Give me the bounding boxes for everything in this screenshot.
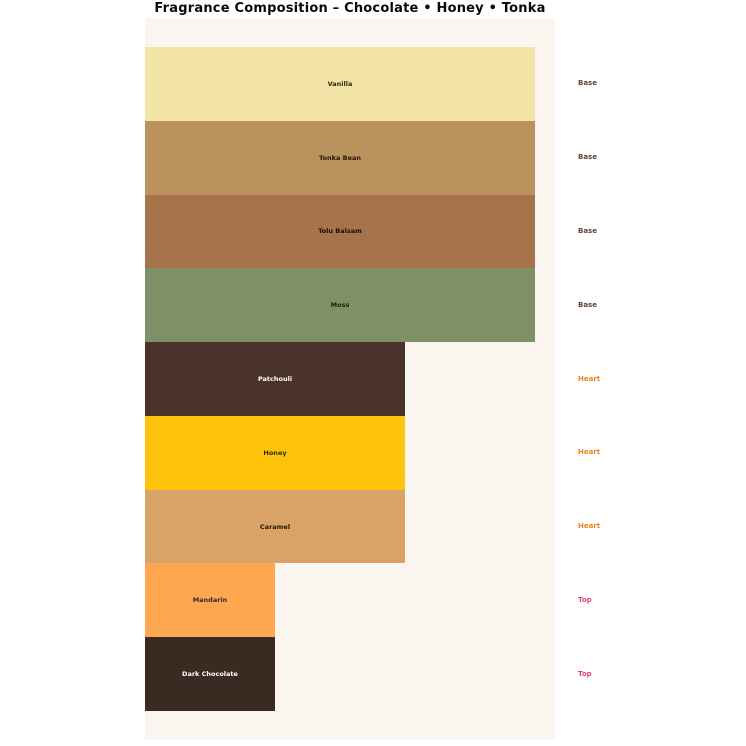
bar-patchouli: Patchouli (145, 342, 405, 416)
tier-label-honey: Heart (578, 448, 601, 457)
bar-tonka-bean: Tonka Bean (145, 120, 535, 195)
tier-label-tonka-bean: Base (578, 153, 597, 162)
tier-label-moss: Base (578, 300, 597, 309)
bar-honey: Honey (145, 415, 405, 490)
bar-label-vanilla: Vanilla (327, 79, 353, 88)
bar-label-patchouli: Patchouli (257, 374, 293, 383)
tier-label-patchouli: Heart (578, 374, 601, 383)
bar-dark-chocolate: Dark Chocolate (145, 637, 275, 711)
chart-title: Fragrance Composition – Chocolate • Hone… (154, 1, 546, 16)
bar-vanilla: Vanilla (145, 47, 535, 121)
tier-label-caramel: Heart (578, 522, 601, 531)
bar-label-tonka-bean: Tonka Bean (318, 153, 361, 162)
bar-label-moss: Moss (330, 301, 350, 310)
bar-moss: Moss (145, 268, 535, 343)
bar-label-dark-chocolate: Dark Chocolate (182, 670, 238, 679)
bar-label-tolu-balsam: Tolu Balsam (318, 227, 362, 236)
bar-tolu-balsam: Tolu Balsam (145, 194, 535, 269)
tier-label-mandarin: Top (578, 595, 592, 604)
bar-label-honey: Honey (263, 448, 287, 457)
bar-caramel: Caramel (145, 489, 405, 564)
tier-label-dark-chocolate: Top (578, 669, 592, 678)
tier-label-vanilla: Base (578, 79, 597, 88)
tier-label-tolu-balsam: Base (578, 226, 597, 235)
bar-mandarin: Mandarin (145, 563, 275, 638)
bar-label-mandarin: Mandarin (192, 596, 228, 605)
bar-label-caramel: Caramel (259, 522, 291, 531)
